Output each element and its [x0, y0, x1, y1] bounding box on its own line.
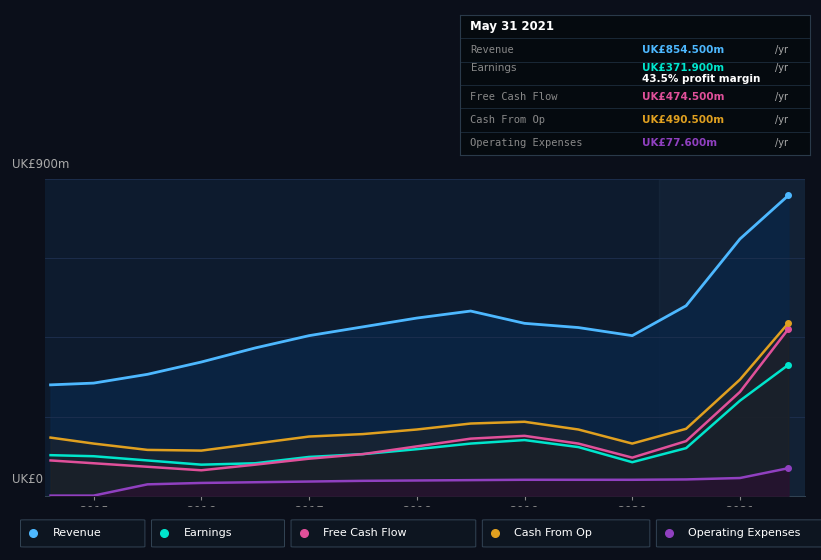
Text: UK£490.500m: UK£490.500m [642, 115, 724, 125]
Text: Free Cash Flow: Free Cash Flow [323, 529, 406, 538]
Text: Revenue: Revenue [470, 45, 514, 55]
FancyBboxPatch shape [151, 520, 285, 547]
Text: UK£0: UK£0 [12, 473, 44, 486]
Text: /yr: /yr [775, 138, 788, 148]
FancyBboxPatch shape [657, 520, 821, 547]
FancyBboxPatch shape [291, 520, 476, 547]
Text: Cash From Op: Cash From Op [470, 115, 545, 125]
Text: UK£900m: UK£900m [12, 158, 70, 171]
Text: UK£854.500m: UK£854.500m [642, 45, 724, 55]
FancyBboxPatch shape [483, 520, 650, 547]
Text: UK£474.500m: UK£474.500m [642, 92, 724, 102]
Text: /yr: /yr [775, 115, 788, 125]
Text: Operating Expenses: Operating Expenses [689, 529, 800, 538]
Text: Earnings: Earnings [184, 529, 232, 538]
Text: UK£371.900m: UK£371.900m [642, 63, 724, 73]
Text: /yr: /yr [775, 45, 788, 55]
Text: Cash From Op: Cash From Op [514, 529, 592, 538]
Text: Revenue: Revenue [53, 529, 101, 538]
Text: Free Cash Flow: Free Cash Flow [470, 92, 558, 102]
FancyBboxPatch shape [21, 520, 145, 547]
Text: Earnings: Earnings [470, 63, 516, 73]
Text: 43.5% profit margin: 43.5% profit margin [642, 74, 760, 84]
Text: /yr: /yr [775, 92, 788, 102]
Text: Operating Expenses: Operating Expenses [470, 138, 583, 148]
Bar [659, 179, 805, 496]
Text: /yr: /yr [775, 63, 788, 73]
Text: UK£77.600m: UK£77.600m [642, 138, 717, 148]
Text: May 31 2021: May 31 2021 [470, 20, 554, 33]
